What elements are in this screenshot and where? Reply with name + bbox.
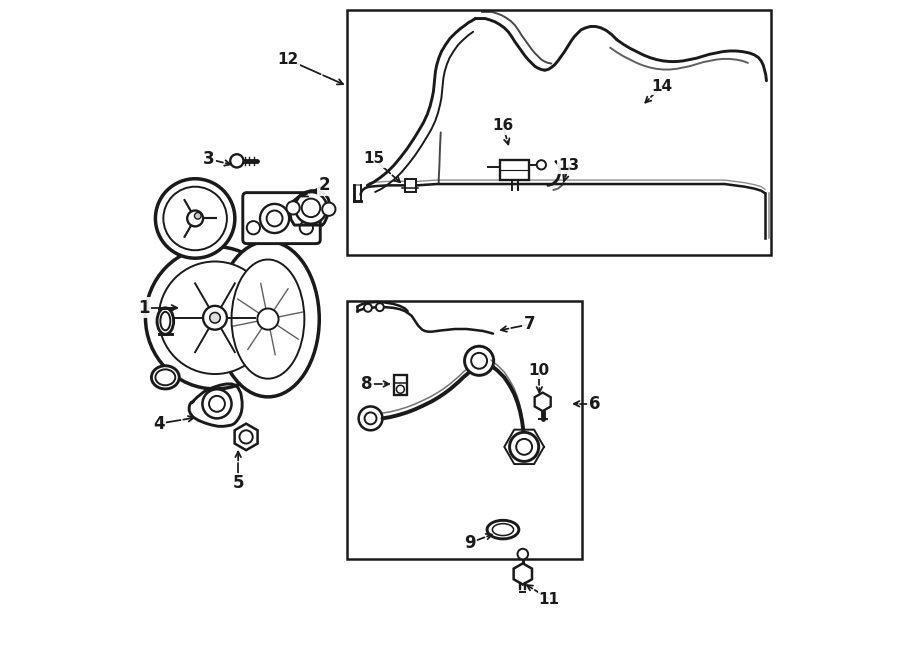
Text: 16: 16: [492, 118, 514, 133]
Circle shape: [364, 412, 376, 424]
Ellipse shape: [231, 260, 304, 379]
Circle shape: [239, 430, 253, 444]
Ellipse shape: [217, 241, 320, 397]
Text: 6: 6: [589, 395, 600, 413]
Circle shape: [257, 308, 278, 330]
Text: 5: 5: [232, 474, 244, 493]
Ellipse shape: [160, 312, 170, 330]
Text: 13: 13: [559, 158, 580, 173]
Ellipse shape: [492, 524, 514, 536]
Text: 2: 2: [319, 176, 330, 195]
Text: 9: 9: [464, 534, 476, 552]
Circle shape: [187, 211, 203, 226]
Text: 3: 3: [202, 150, 214, 168]
Ellipse shape: [146, 247, 284, 389]
Circle shape: [295, 192, 327, 224]
Ellipse shape: [158, 308, 174, 334]
Bar: [347, 10, 771, 255]
Bar: [393, 375, 407, 395]
Circle shape: [536, 160, 546, 169]
Circle shape: [210, 312, 220, 323]
Circle shape: [209, 396, 225, 412]
Circle shape: [266, 211, 283, 226]
Text: 7: 7: [524, 315, 536, 334]
Circle shape: [286, 201, 300, 214]
Circle shape: [302, 199, 320, 217]
Circle shape: [194, 213, 201, 219]
Circle shape: [322, 203, 336, 216]
Circle shape: [247, 221, 260, 234]
Circle shape: [158, 261, 271, 374]
Bar: [347, 301, 582, 559]
Text: 8: 8: [362, 375, 373, 393]
Circle shape: [202, 389, 231, 418]
Circle shape: [364, 304, 372, 312]
Circle shape: [518, 549, 528, 559]
Circle shape: [396, 385, 404, 393]
Text: 14: 14: [652, 79, 672, 93]
Bar: [500, 160, 529, 180]
Circle shape: [472, 353, 487, 369]
Circle shape: [517, 439, 532, 455]
Text: 15: 15: [364, 152, 384, 166]
Text: 10: 10: [529, 363, 550, 378]
FancyBboxPatch shape: [243, 193, 320, 244]
Circle shape: [164, 187, 227, 250]
Text: 1: 1: [139, 299, 150, 317]
Circle shape: [509, 432, 539, 461]
Text: 11: 11: [539, 592, 560, 606]
Circle shape: [230, 154, 244, 167]
Bar: [405, 179, 416, 192]
Circle shape: [203, 306, 227, 330]
Circle shape: [358, 406, 382, 430]
Ellipse shape: [156, 369, 176, 385]
Circle shape: [260, 204, 289, 233]
Text: 12: 12: [277, 52, 299, 67]
Ellipse shape: [151, 365, 179, 389]
Circle shape: [300, 221, 313, 234]
Circle shape: [156, 179, 235, 258]
Ellipse shape: [487, 520, 518, 539]
Circle shape: [464, 346, 494, 375]
Text: 4: 4: [153, 414, 165, 433]
Circle shape: [376, 303, 383, 311]
